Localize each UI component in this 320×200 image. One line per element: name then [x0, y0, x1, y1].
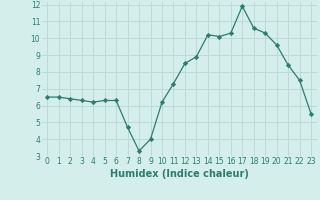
X-axis label: Humidex (Indice chaleur): Humidex (Indice chaleur) [110, 169, 249, 179]
